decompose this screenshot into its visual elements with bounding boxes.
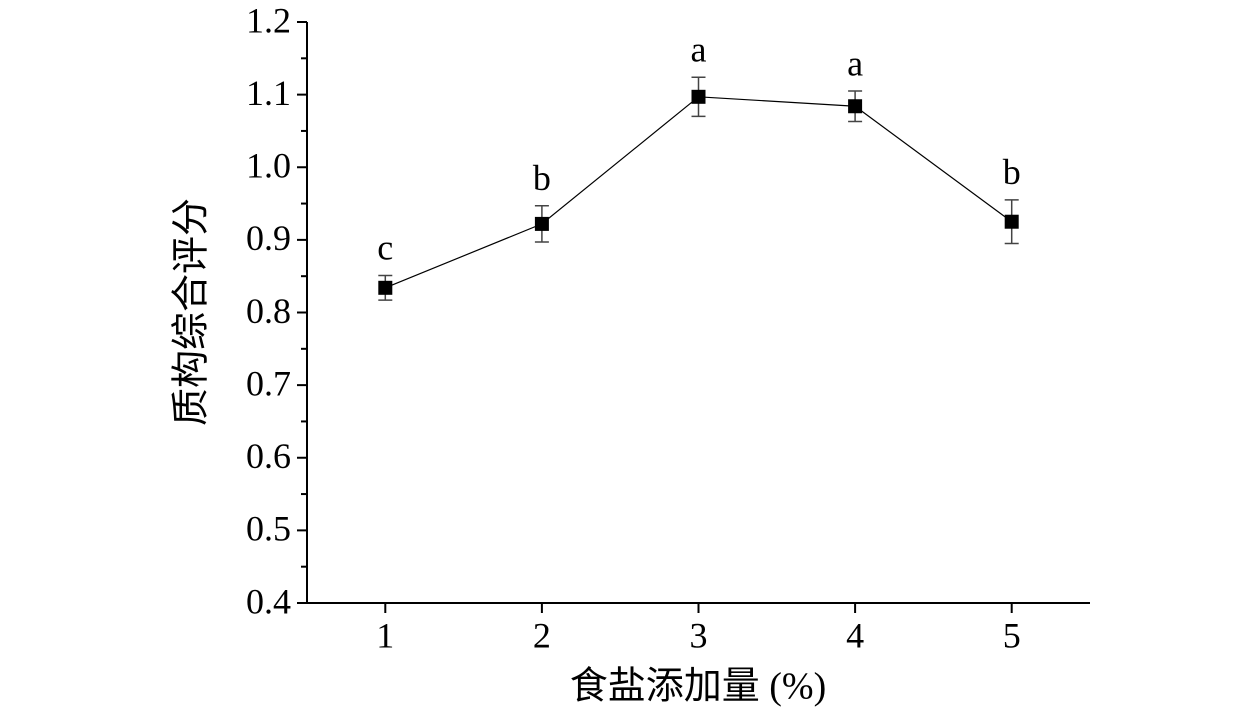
y-tick-label: 0.9	[246, 218, 291, 258]
y-tick-label: 0.4	[246, 581, 291, 621]
y-tick-label: 0.6	[246, 436, 291, 476]
marker	[1004, 214, 1019, 229]
marker	[691, 89, 706, 104]
x-tick-label: 1	[376, 615, 394, 655]
annotation: a	[691, 29, 707, 69]
marker	[378, 280, 393, 295]
annotation: a	[847, 43, 863, 83]
y-tick-label: 0.8	[246, 291, 291, 331]
annotation: b	[1003, 152, 1021, 192]
x-axis-label: 食盐添加量 (%)	[570, 666, 826, 708]
marker	[848, 99, 863, 114]
x-tick-label: 3	[690, 615, 708, 655]
line	[385, 96, 1013, 289]
marker	[534, 216, 549, 231]
annotation: c	[377, 228, 393, 268]
y-tick-label: 0.5	[246, 509, 291, 549]
y-tick-label: 1.1	[246, 73, 291, 113]
annotation: b	[533, 158, 551, 198]
y-axis-label: 质构综合评分	[171, 198, 213, 426]
x-tick-label: 5	[1003, 615, 1021, 655]
y-tick-label: 1.2	[246, 0, 291, 40]
y-tick-label: 0.7	[246, 363, 291, 403]
x-tick-label: 2	[533, 615, 551, 655]
x-tick-label: 4	[846, 615, 864, 655]
y-tick-label: 1.0	[246, 146, 291, 186]
